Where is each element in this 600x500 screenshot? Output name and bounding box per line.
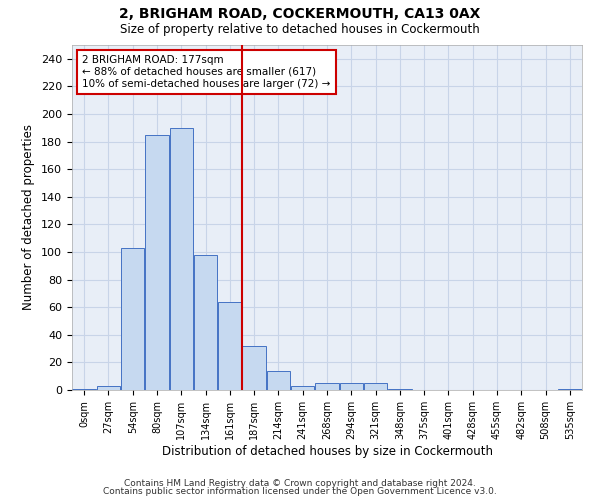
Text: 2 BRIGHAM ROAD: 177sqm
← 88% of detached houses are smaller (617)
10% of semi-de: 2 BRIGHAM ROAD: 177sqm ← 88% of detached… (82, 56, 331, 88)
Text: Contains HM Land Registry data © Crown copyright and database right 2024.: Contains HM Land Registry data © Crown c… (124, 478, 476, 488)
Bar (291, 386, 314, 390)
Bar (145, 134, 169, 390)
Y-axis label: Number of detached properties: Number of detached properties (22, 124, 35, 310)
Bar (194, 255, 217, 390)
Text: Contains public sector information licensed under the Open Government Licence v3: Contains public sector information licen… (103, 487, 497, 496)
Bar (218, 302, 242, 390)
Bar (340, 383, 363, 390)
Bar (97, 386, 120, 390)
X-axis label: Distribution of detached houses by size in Cockermouth: Distribution of detached houses by size … (161, 444, 493, 458)
Bar (121, 248, 145, 390)
Bar (242, 346, 266, 390)
Bar (388, 388, 412, 390)
Bar (170, 128, 193, 390)
Text: Size of property relative to detached houses in Cockermouth: Size of property relative to detached ho… (120, 22, 480, 36)
Bar (558, 388, 581, 390)
Bar (364, 383, 388, 390)
Bar (266, 370, 290, 390)
Text: 2, BRIGHAM ROAD, COCKERMOUTH, CA13 0AX: 2, BRIGHAM ROAD, COCKERMOUTH, CA13 0AX (119, 8, 481, 22)
Bar (315, 383, 339, 390)
Bar (73, 388, 96, 390)
